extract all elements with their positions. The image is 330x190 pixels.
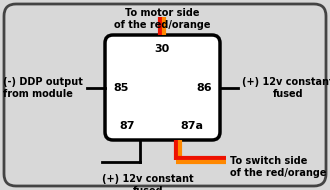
Text: (-) DDP output
from module: (-) DDP output from module [3,77,83,99]
FancyBboxPatch shape [105,35,220,140]
Text: 86: 86 [196,83,212,93]
Text: (+) 12v constant
fused: (+) 12v constant fused [242,77,330,99]
Text: 85: 85 [113,83,128,93]
Text: 30: 30 [154,44,170,54]
Text: To motor side
of the red/orange: To motor side of the red/orange [114,8,210,30]
Text: 87: 87 [119,121,135,131]
Text: To switch side
of the red/orange: To switch side of the red/orange [230,156,326,178]
Text: 87a: 87a [180,121,203,131]
Text: (+) 12v constant
fused: (+) 12v constant fused [102,174,194,190]
